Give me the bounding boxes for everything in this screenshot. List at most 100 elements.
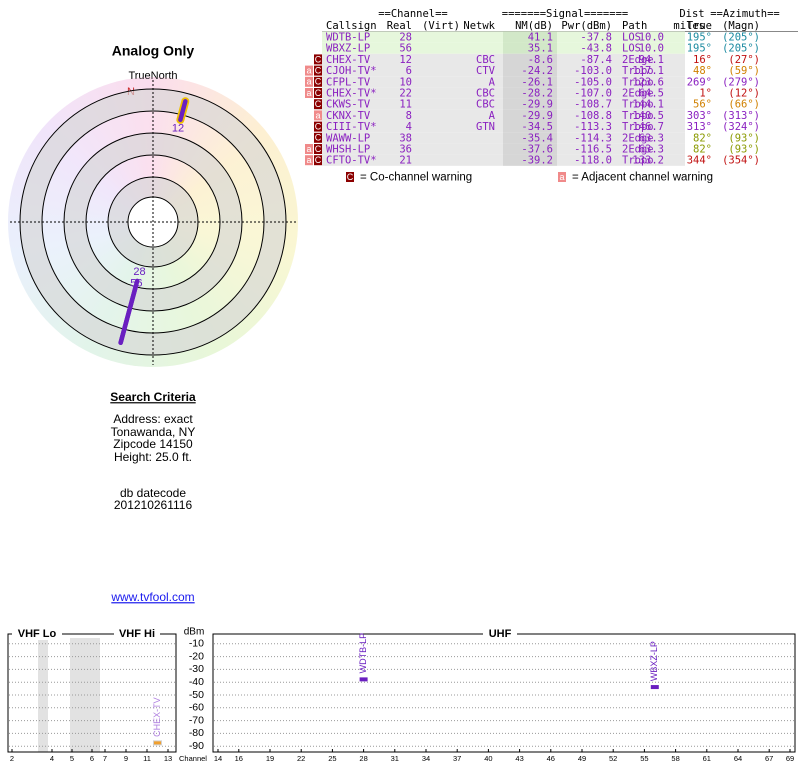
cell-az-true: 344° — [687, 155, 712, 167]
cell-nm: -28.2 — [521, 88, 553, 100]
warning-flag — [314, 65, 322, 76]
x-tick-label: 16 — [235, 754, 243, 763]
cell-path: Tropo — [622, 110, 654, 122]
cell-az-true: 303° — [687, 110, 712, 122]
x-tick-label: 25 — [328, 754, 336, 763]
warning-flag-letter: a — [559, 172, 564, 182]
column-header: miles — [673, 20, 705, 32]
warning-flag — [314, 144, 322, 154]
warning-flag — [558, 172, 566, 182]
x-tick-label: 11 — [143, 754, 151, 763]
cell-dist: 146.7 — [632, 121, 664, 133]
warning-flag — [314, 121, 322, 132]
cell-nm: -35.4 — [521, 132, 553, 144]
cell-dist: 64.5 — [639, 88, 664, 100]
section-label: VHF Lo — [18, 628, 57, 640]
x-tick-label: 14 — [214, 754, 222, 763]
cell-pwr: -113.3 — [574, 121, 612, 133]
cell-callsign: CHEX-TV — [326, 54, 371, 66]
warning-flag — [314, 132, 322, 143]
x-tick-label: 49 — [578, 754, 586, 763]
cell-callsign: WDTB-LP — [326, 32, 370, 44]
cell-az-magn: (27°) — [728, 54, 760, 66]
y-tick-label: -70 — [189, 714, 204, 726]
cell-dist: 10.0 — [639, 43, 664, 55]
column-header: True — [687, 20, 712, 32]
cell-az-magn: (279°) — [722, 76, 760, 88]
vhf-excluded — [70, 638, 100, 752]
cell-real: 22 — [399, 88, 412, 100]
group-header: =======Signal======= — [502, 8, 628, 20]
warning-flag — [305, 65, 313, 76]
cell-az-true: 48° — [693, 65, 712, 77]
x-tick-label: 37 — [453, 754, 461, 763]
y-tick-label: -90 — [189, 740, 204, 752]
y-axis-label: dBm — [184, 627, 205, 638]
group-header: Dist — [679, 8, 704, 20]
cell-az-true: 16° — [693, 54, 712, 66]
warning-flag-letter: C — [315, 99, 322, 109]
nm-cell-bg — [503, 121, 557, 133]
cell-path: Tropo — [622, 121, 654, 133]
cell-dist: 140.5 — [632, 110, 664, 122]
y-tick-label: -80 — [189, 727, 204, 739]
cell-az-true: 82° — [693, 132, 712, 144]
cell-dist: 63.3 — [639, 132, 664, 144]
cell-real: 38 — [399, 132, 412, 144]
x-tick-label: 61 — [703, 754, 711, 763]
datecode-label: db datecode — [120, 486, 186, 500]
cell-callsign: CKNX-TV — [326, 110, 371, 122]
cell-callsign: CFTO-TV* — [326, 155, 377, 167]
cell-dist: 117.1 — [632, 65, 664, 77]
station-bar — [359, 677, 368, 682]
cell-callsign: CIII-TV* — [326, 121, 377, 133]
nm-cell-bg — [503, 109, 557, 121]
cell-az-magn: (205°) — [722, 32, 760, 44]
cell-path: 2Edge — [622, 132, 654, 144]
x-tick-label: 34 — [422, 754, 430, 763]
cell-netwk: GTN — [476, 121, 495, 133]
cell-callsign: WHSH-LP — [326, 144, 370, 156]
cell-real: 10 — [399, 76, 412, 88]
x-tick-label: 5 — [70, 754, 74, 763]
cell-path: LOS — [622, 32, 641, 44]
x-tick-label: 40 — [484, 754, 492, 763]
y-tick-label: -20 — [189, 650, 204, 662]
cell-netwk: CBC — [476, 99, 495, 111]
y-tick-label: -40 — [189, 676, 204, 688]
cell-nm: -29.9 — [521, 99, 553, 111]
warning-flag-letter: C — [347, 172, 354, 182]
warning-flag — [314, 54, 322, 65]
cell-az-true: 195° — [687, 32, 712, 44]
x-tick-label: 19 — [266, 754, 274, 763]
site-link-text[interactable]: www.tvfool.com — [110, 590, 194, 604]
cell-path: Tropo — [622, 155, 654, 167]
cell-real: 28 — [399, 32, 412, 44]
cell-netwk: CBC — [476, 88, 495, 100]
cell-callsign: CKWS-TV — [326, 99, 371, 111]
nm-cell-bg — [503, 154, 557, 166]
radar-marker — [118, 283, 139, 345]
nm-cell-bg — [503, 132, 557, 144]
x-tick-label: 46 — [547, 754, 555, 763]
warning-flag-letter: a — [306, 77, 311, 87]
station-label: WBXZ-LP — [649, 641, 659, 681]
x-tick-label: 67 — [765, 754, 773, 763]
column-header: Real — [387, 20, 412, 32]
station-bar — [650, 685, 659, 690]
group-header: ==Channel== — [378, 8, 448, 20]
column-header: Callsign — [326, 20, 377, 32]
station-label: CHEX-TV — [152, 697, 162, 737]
cell-netwk: A — [489, 110, 496, 122]
radar-title: Analog Only — [112, 43, 195, 59]
x-axis-label: Channel — [179, 754, 207, 763]
cell-pwr: -108.8 — [574, 110, 612, 122]
cell-az-magn: (313°) — [722, 110, 760, 122]
cell-real: 56 — [399, 43, 412, 55]
cell-pwr: -105.0 — [574, 76, 612, 88]
nm-cell-bg — [503, 98, 557, 110]
warning-flag-letter: C — [315, 65, 322, 75]
site-link[interactable]: www.tvfool.com — [110, 590, 194, 604]
